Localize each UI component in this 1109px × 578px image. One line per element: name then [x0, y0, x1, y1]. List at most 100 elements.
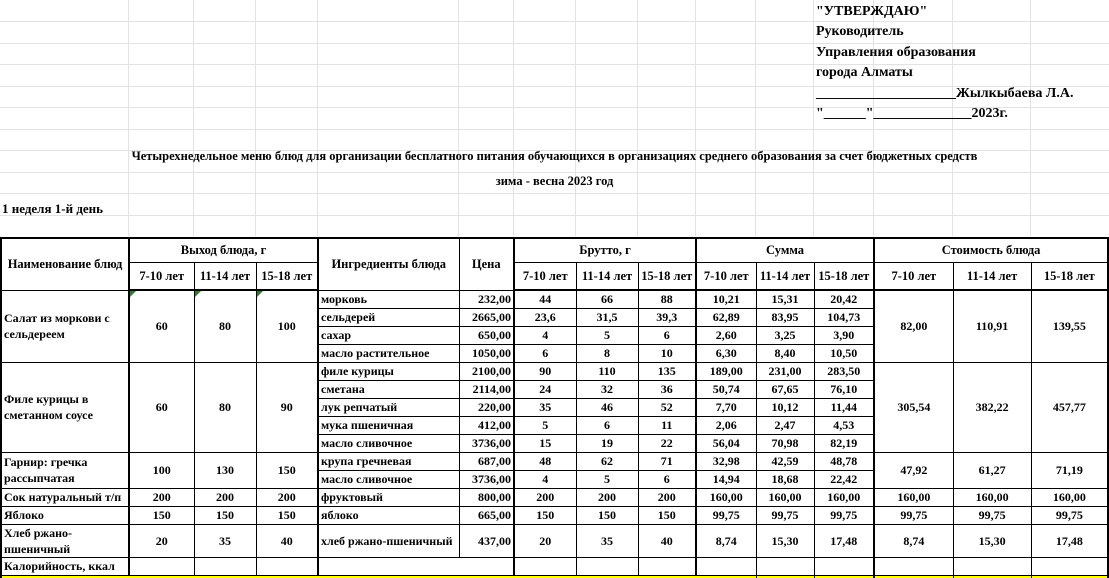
ingredient-cell[interactable]: фруктовый: [317, 487, 460, 507]
brutto-cell[interactable]: 19: [575, 433, 639, 453]
kcal-label-cell[interactable]: Калорийность, ккал: [0, 556, 130, 576]
brutto-cell[interactable]: 20: [513, 523, 577, 558]
col-header-age[interactable]: 15-18 лет: [1030, 261, 1109, 291]
sum-cell[interactable]: 48,78: [813, 451, 875, 471]
yield-cell[interactable]: 150: [255, 451, 319, 489]
brutto-cell[interactable]: 62: [575, 451, 639, 471]
sum-cell[interactable]: 56,04: [695, 433, 757, 453]
cost-cell[interactable]: 382,22: [952, 361, 1032, 453]
col-header-cost-group[interactable]: Стоимость блюда: [873, 237, 1109, 263]
sum-cell[interactable]: 67,65: [755, 379, 815, 399]
cost-cell[interactable]: 457,77: [1030, 361, 1109, 453]
price-cell[interactable]: 2665,00: [458, 307, 515, 327]
brutto-cell[interactable]: 36: [637, 379, 697, 399]
yield-cell[interactable]: 100: [255, 289, 319, 363]
price-cell[interactable]: 220,00: [458, 397, 515, 417]
brutto-cell[interactable]: 52: [637, 397, 697, 417]
empty-cell[interactable]: [873, 556, 954, 576]
sum-cell[interactable]: 104,73: [813, 307, 875, 327]
col-header-age[interactable]: 11-14 лет: [755, 261, 815, 291]
yield-cell[interactable]: 80: [193, 361, 257, 453]
sum-cell[interactable]: 15,30: [755, 523, 815, 558]
brutto-cell[interactable]: 200: [575, 487, 639, 507]
brutto-cell[interactable]: 31,5: [575, 307, 639, 327]
col-header-age[interactable]: 11-14 лет: [575, 261, 639, 291]
brutto-cell[interactable]: 11: [637, 415, 697, 435]
ingredient-cell[interactable]: сельдерей: [317, 307, 460, 327]
col-header-brutto-group[interactable]: Брутто, г: [512, 237, 697, 263]
yield-cell[interactable]: 90: [255, 361, 319, 453]
price-cell[interactable]: 3736,00: [458, 469, 515, 489]
empty-cell[interactable]: [637, 556, 697, 576]
sum-cell[interactable]: 3,25: [755, 325, 815, 345]
empty-cell[interactable]: [128, 556, 195, 576]
price-cell[interactable]: 2100,00: [458, 361, 515, 381]
cost-cell[interactable]: 15,30: [952, 523, 1032, 558]
brutto-cell[interactable]: 6: [575, 415, 639, 435]
brutto-cell[interactable]: 66: [575, 289, 639, 309]
yield-cell[interactable]: 20: [128, 523, 195, 558]
sum-cell[interactable]: 82,19: [813, 433, 875, 453]
cost-cell[interactable]: 160,00: [1030, 487, 1109, 507]
empty-cell[interactable]: [695, 556, 757, 576]
sum-cell[interactable]: 62,89: [695, 307, 757, 327]
price-cell[interactable]: 437,00: [458, 523, 515, 558]
brutto-cell[interactable]: 90: [513, 361, 577, 381]
yield-cell[interactable]: 35: [193, 523, 257, 558]
ingredient-cell[interactable]: масло сливочное: [317, 469, 460, 489]
brutto-cell[interactable]: 4: [513, 469, 577, 489]
yield-cell[interactable]: 150: [255, 505, 319, 525]
yield-cell[interactable]: 60: [128, 289, 195, 363]
cost-cell[interactable]: 160,00: [873, 487, 954, 507]
col-header-age[interactable]: 7-10 лет: [513, 261, 577, 291]
col-header-age[interactable]: 7-10 лет: [873, 261, 954, 291]
sum-cell[interactable]: 189,00: [695, 361, 757, 381]
brutto-cell[interactable]: 71: [637, 451, 697, 471]
dish-name-cell[interactable]: Филе курицы в сметанном соусе: [0, 361, 130, 453]
sum-cell[interactable]: 160,00: [755, 487, 815, 507]
price-cell[interactable]: 1050,00: [458, 343, 515, 363]
sum-cell[interactable]: 83,95: [755, 307, 815, 327]
ingredient-cell[interactable]: крупа гречневая: [317, 451, 460, 471]
sum-cell[interactable]: 22,42: [813, 469, 875, 489]
price-cell[interactable]: 3736,00: [458, 433, 515, 453]
ingredient-cell[interactable]: филе курицы: [317, 361, 460, 381]
yield-cell[interactable]: 130: [193, 451, 257, 489]
sum-cell[interactable]: 283,50: [813, 361, 875, 381]
cost-cell[interactable]: 110,91: [952, 289, 1032, 363]
col-header-age[interactable]: 11-14 лет: [952, 261, 1032, 291]
brutto-cell[interactable]: 39,3: [637, 307, 697, 327]
ingredient-cell[interactable]: морковь: [317, 289, 460, 309]
sum-cell[interactable]: 8,40: [755, 343, 815, 363]
sum-cell[interactable]: 99,75: [813, 505, 875, 525]
dish-name-cell[interactable]: Яблоко: [0, 505, 130, 525]
brutto-cell[interactable]: 35: [513, 397, 577, 417]
empty-cell[interactable]: [255, 556, 319, 576]
price-cell[interactable]: 665,00: [458, 505, 515, 525]
cost-cell[interactable]: 8,74: [873, 523, 954, 558]
col-header-yield-group[interactable]: Выход блюда, г: [128, 237, 319, 263]
brutto-cell[interactable]: 23,6: [513, 307, 577, 327]
brutto-cell[interactable]: 24: [513, 379, 577, 399]
brutto-cell[interactable]: 44: [513, 289, 577, 309]
sum-cell[interactable]: 70,98: [755, 433, 815, 453]
brutto-cell[interactable]: 15: [513, 433, 577, 453]
brutto-cell[interactable]: 6: [637, 325, 697, 345]
empty-cell[interactable]: [952, 556, 1032, 576]
col-header-age[interactable]: 7-10 лет: [695, 261, 757, 291]
col-header-price[interactable]: Цена: [458, 237, 515, 291]
brutto-cell[interactable]: 10: [637, 343, 697, 363]
sum-cell[interactable]: 2,06: [695, 415, 757, 435]
sum-cell[interactable]: 18,68: [755, 469, 815, 489]
sum-cell[interactable]: 15,31: [755, 289, 815, 309]
ingredient-cell[interactable]: масло сливочное: [317, 433, 460, 453]
sum-cell[interactable]: 231,00: [755, 361, 815, 381]
col-header-age[interactable]: 15-18 лет: [637, 261, 697, 291]
sum-cell[interactable]: 4,53: [813, 415, 875, 435]
sum-cell[interactable]: 3,90: [813, 325, 875, 345]
cost-cell[interactable]: 139,55: [1030, 289, 1109, 363]
price-cell[interactable]: 800,00: [458, 487, 515, 507]
col-header-dish-name[interactable]: Наименование блюд: [0, 237, 130, 291]
col-header-age[interactable]: 15-18 лет: [813, 261, 875, 291]
col-header-age[interactable]: 15-18 лет: [255, 261, 319, 291]
